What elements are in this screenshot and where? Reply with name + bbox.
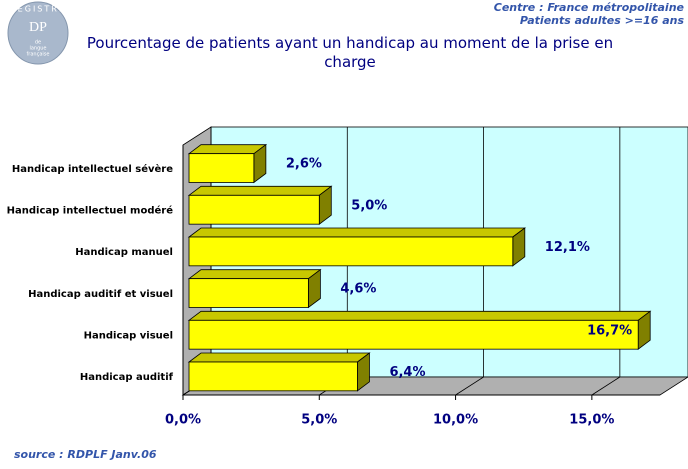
subtitle: Centre : France métropolitaine (494, 1, 685, 14)
y-tick-label: Handicap auditif (80, 372, 174, 383)
value-label: 6,4% (389, 365, 425, 380)
logo-disc (7, 1, 69, 65)
grid-line (455, 376, 484, 396)
value-label: 5,0% (351, 198, 387, 213)
chart-title: Pourcentage de patients ayant un handica… (86, 34, 614, 71)
logo-caption: de (35, 40, 41, 46)
bar (188, 361, 358, 392)
subtitle: Patients adultes >=16 ans (520, 14, 685, 27)
bar-top (187, 310, 652, 321)
logo: REGISTRE DP de langue française (7, 1, 69, 65)
logo-center: DP (29, 20, 47, 35)
bar (188, 319, 639, 350)
bar-top (187, 144, 268, 155)
value-label: 16,7% (587, 323, 632, 338)
logo-caption: langue (29, 46, 46, 52)
source: source : RDPLF Janv.06 (14, 448, 157, 461)
bar (188, 278, 309, 308)
y-tick-label: Handicap intellectuel sévère (12, 163, 173, 175)
x-tick-label: 0,0% (165, 413, 201, 428)
x-tick-label: 5,0% (301, 413, 337, 428)
bar (188, 194, 320, 225)
y-tick-label: Handicap intellectuel modéré (7, 205, 174, 217)
bar (188, 153, 255, 183)
value-label: 4,6% (340, 282, 376, 297)
title-box: Pourcentage de patients ayant un handica… (86, 34, 614, 71)
value-label: 2,6% (286, 157, 322, 172)
y-tick-label: Handicap auditif et visuel (28, 289, 173, 300)
x-tick-label: 15,0% (569, 413, 614, 428)
x-tick-label: 10,0% (433, 413, 478, 428)
bar-top (187, 352, 371, 363)
bar-top (187, 269, 322, 280)
y-tick-label: Handicap manuel (75, 247, 173, 258)
logo-caption: française (27, 52, 50, 58)
logo-ring: REGISTRE (10, 5, 66, 14)
bar (188, 236, 514, 267)
value-label: 12,1% (545, 240, 590, 255)
bar-top (187, 227, 527, 238)
grid-line (591, 376, 621, 396)
y-tick-label: Handicap visuel (84, 331, 173, 342)
bar-top (187, 185, 333, 196)
